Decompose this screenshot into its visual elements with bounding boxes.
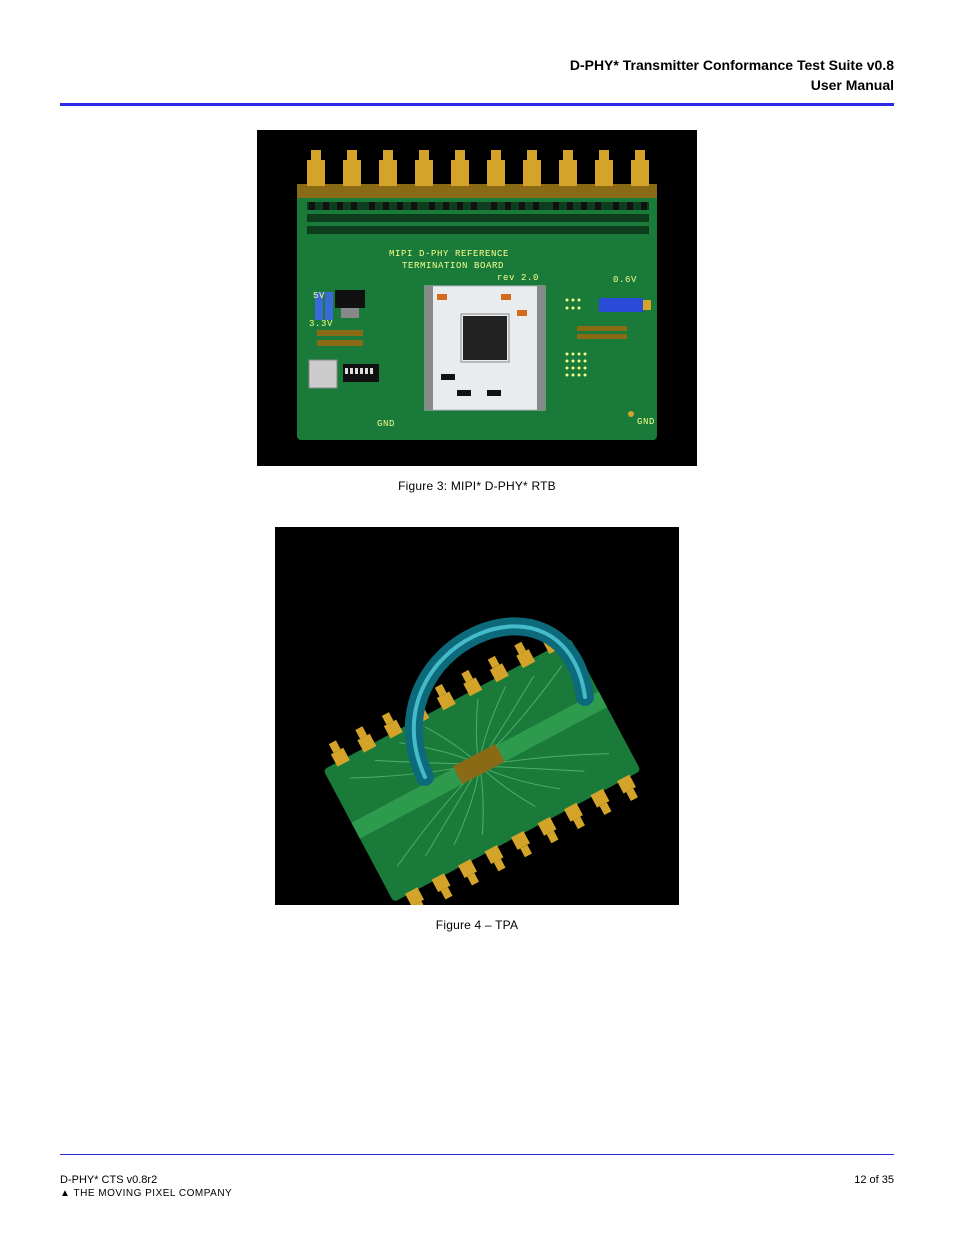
rtb-label-rev: rev 2.0: [497, 273, 539, 283]
header-rule: [60, 103, 894, 106]
figure-4-caption: Figure 4 – TPA: [60, 918, 894, 932]
svg-text:GND: GND: [377, 419, 395, 429]
footer-row: D-PHY* CTS v0.8r2 12 of 35: [60, 1174, 894, 1186]
svg-text:5V: 5V: [313, 291, 325, 301]
rtb-label-line2: TERMINATION BOARD: [402, 261, 504, 271]
svg-text:0.6V: 0.6V: [613, 275, 637, 285]
svg-text:3.3V: 3.3V: [309, 319, 333, 329]
figure-3-caption: Figure 3: MIPI* D-PHY* RTB: [60, 479, 894, 493]
rtb-label-line1: MIPI D-PHY REFERENCE: [389, 249, 509, 259]
footer-right: 12 of 35: [854, 1174, 894, 1186]
footer-left: D-PHY* CTS v0.8r2: [60, 1174, 157, 1186]
svg-text:GND: GND: [637, 417, 655, 427]
footer-rule: [60, 1154, 894, 1155]
figure-3-block: MIPI D-PHY REFERENCE TERMINATION BOARD r…: [60, 130, 894, 493]
page: D-PHY* Transmitter Conformance Test Suit…: [0, 0, 954, 1235]
doc-title: D-PHY* Transmitter Conformance Test Suit…: [60, 56, 894, 76]
figure-4-image: [275, 527, 679, 905]
header-block: D-PHY* Transmitter Conformance Test Suit…: [60, 56, 894, 95]
page-footer: D-PHY* CTS v0.8r2 12 of 35 ▲ THE MOVING …: [60, 1174, 894, 1199]
doc-subtitle: User Manual: [60, 76, 894, 96]
figure-3-image: MIPI D-PHY REFERENCE TERMINATION BOARD r…: [257, 130, 697, 466]
figure-4-block: Figure 4 – TPA: [60, 527, 894, 932]
footer-company: ▲ THE MOVING PIXEL COMPANY: [60, 1188, 894, 1199]
footer-company-text: THE MOVING PIXEL COMPANY: [74, 1188, 233, 1199]
